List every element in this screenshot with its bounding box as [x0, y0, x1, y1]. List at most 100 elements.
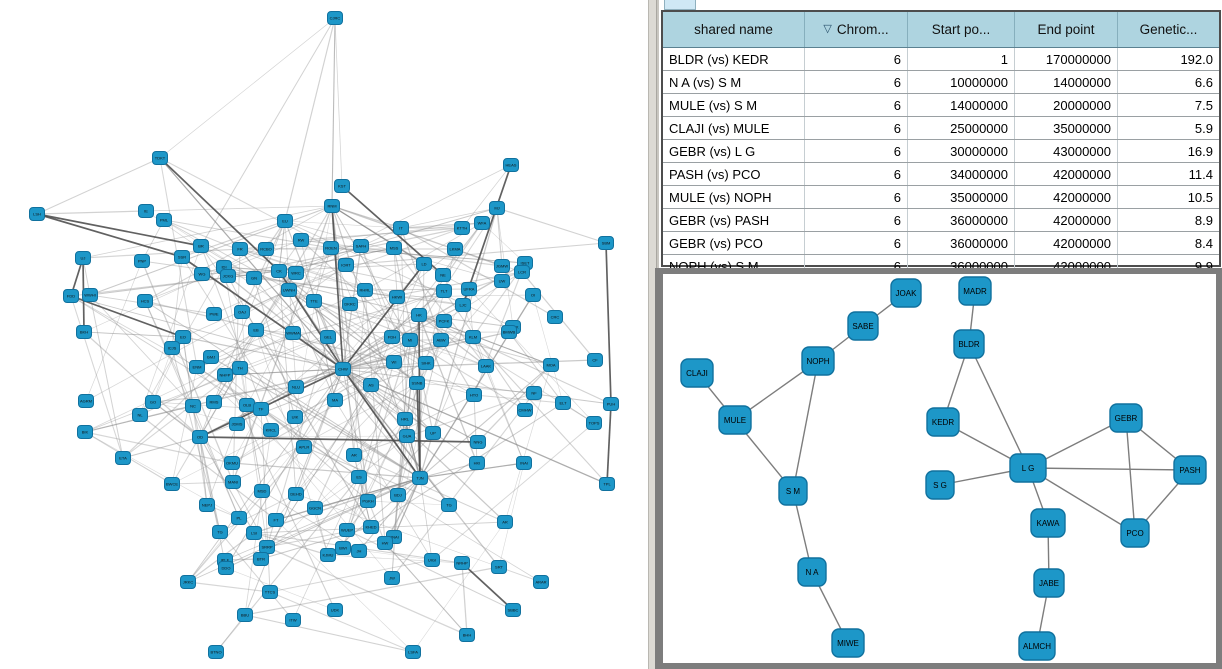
table-cell[interactable]: 36000000	[908, 232, 1015, 254]
graph-node[interactable]: MSS	[386, 241, 402, 255]
graph-node[interactable]: ABW	[433, 333, 449, 347]
table-cell[interactable]: 42000000	[1015, 232, 1118, 254]
graph-node[interactable]: GN	[246, 271, 262, 285]
graph-node[interactable]: AR	[497, 515, 513, 529]
graph-node[interactable]: WRC	[288, 266, 304, 280]
graph-node-sabe[interactable]: SABE	[847, 311, 879, 341]
table-cell[interactable]: 25000000	[908, 117, 1015, 139]
table-row[interactable]: GEBR (vs) PCO 6 36000000 42000000 8.4	[663, 231, 1219, 254]
graph-node[interactable]: JGMW	[494, 259, 510, 273]
graph-node[interactable]: BR	[193, 239, 209, 253]
graph-node[interactable]: LAAK	[478, 359, 494, 373]
graph-node[interactable]: DKRC	[342, 297, 358, 311]
table-row[interactable]: CLAJI (vs) MULE 6 25000000 35000000 5.9	[663, 116, 1219, 139]
graph-node[interactable]: JCKG	[220, 269, 236, 283]
graph-node-s-m[interactable]: S M	[778, 476, 808, 506]
table-cell[interactable]: 6	[805, 117, 908, 139]
graph-node[interactable]: BIK	[77, 425, 93, 439]
graph-node[interactable]: HKWI	[389, 290, 405, 304]
table-row[interactable]: MULE (vs) S M 6 14000000 20000000 7.5	[663, 93, 1219, 116]
graph-node[interactable]: TDKT	[152, 151, 168, 165]
graph-node[interactable]: IT	[393, 221, 409, 235]
graph-node[interactable]: KLM	[465, 330, 481, 344]
graph-node[interactable]: OLB	[239, 398, 255, 412]
graph-node-pash[interactable]: PASH	[1173, 455, 1207, 485]
table-row[interactable]: BLDR (vs) KEDR 6 1 170000000 192.0	[663, 48, 1219, 70]
table-cell[interactable]: 6	[805, 140, 908, 162]
filter-icon[interactable]: ▽	[823, 23, 832, 35]
graph-node[interactable]: NL	[132, 408, 148, 422]
graph-node[interactable]: TH	[232, 361, 248, 375]
graph-node[interactable]: MJ	[489, 201, 505, 215]
graph-node[interactable]: AGRM	[78, 394, 94, 408]
graph-node[interactable]: BWI	[335, 541, 351, 555]
graph-node[interactable]: OD	[192, 430, 208, 444]
graph-node[interactable]: HCS	[137, 294, 153, 308]
subnetwork-edge[interactable]	[792, 360, 819, 492]
table-cell[interactable]: CLAJI (vs) MULE	[663, 117, 805, 139]
graph-node[interactable]: RCBO	[258, 242, 274, 256]
subnetwork-canvas[interactable]: JOAK SABE NOPH CLAJI MULE S M N A MIWE MADR BLDR K…	[663, 274, 1216, 663]
graph-node[interactable]: CHW	[335, 362, 351, 376]
graph-node[interactable]: GMJ	[203, 350, 219, 364]
graph-node[interactable]: KRCL	[263, 423, 279, 437]
graph-node[interactable]: NE	[435, 268, 451, 282]
graph-node[interactable]: WI	[386, 355, 402, 369]
graph-node[interactable]: SBBC	[505, 603, 521, 617]
graph-node[interactable]: JRKC	[180, 575, 196, 589]
graph-node[interactable]: DDO	[218, 561, 234, 575]
graph-node[interactable]: GEL	[320, 330, 336, 344]
subnetwork-edge[interactable]	[1125, 417, 1136, 534]
table-cell[interactable]: 11.4	[1188, 166, 1213, 182]
graph-node[interactable]: FDH	[384, 330, 400, 344]
table-cell[interactable]: MULE (vs) NOPH	[663, 186, 805, 208]
graph-node[interactable]: LSH	[29, 207, 45, 221]
graph-node[interactable]: UW	[494, 274, 510, 288]
graph-node[interactable]: ETA	[115, 451, 131, 465]
graph-node[interactable]: SSR	[174, 250, 190, 264]
graph-node-kedr[interactable]: KEDR	[926, 407, 960, 437]
graph-node[interactable]: TG	[441, 498, 457, 512]
graph-node[interactable]: OI	[525, 288, 541, 302]
table-cell[interactable]: 34000000	[908, 163, 1015, 185]
graph-node[interactable]: JW	[384, 571, 400, 585]
graph-node[interactable]: PL	[231, 511, 247, 525]
graph-node[interactable]: HRL	[397, 412, 413, 426]
graph-node[interactable]: NEPJ	[199, 498, 215, 512]
table-cell[interactable]: 6	[805, 186, 908, 208]
graph-node[interactable]: UIGI	[424, 553, 440, 567]
graph-node[interactable]: SIHK	[418, 356, 434, 370]
graph-node[interactable]: RNM	[324, 199, 340, 213]
graph-node[interactable]: LD	[416, 257, 432, 271]
graph-node[interactable]: MI	[402, 333, 418, 347]
graph-node[interactable]: LJC	[455, 298, 471, 312]
table-cell[interactable]: 192.0	[1180, 51, 1213, 67]
graph-node[interactable]: OKMU	[224, 456, 240, 470]
graph-node[interactable]: TLT	[436, 284, 452, 298]
table-row[interactable]: PASH (vs) PCO 6 34000000 42000000 11.4	[663, 162, 1219, 185]
table-cell[interactable]: GEBR (vs) PASH	[663, 209, 805, 231]
graph-node[interactable]: MA	[327, 393, 343, 407]
graph-node[interactable]: SRT	[491, 560, 507, 574]
graph-node[interactable]: AR	[346, 448, 362, 462]
table-cell[interactable]: 6	[805, 209, 908, 231]
graph-node[interactable]: CJRC	[327, 11, 343, 25]
graph-node[interactable]: FR	[232, 242, 248, 256]
table-row[interactable]: N A (vs) S M 6 10000000 14000000 6.6	[663, 70, 1219, 93]
table-cell[interactable]: 42000000	[1015, 209, 1118, 231]
graph-node[interactable]: CRC	[547, 310, 563, 324]
graph-node[interactable]: WUEP	[339, 523, 355, 537]
graph-node[interactable]: GGCN	[307, 501, 323, 515]
graph-node[interactable]: BDJ	[390, 488, 406, 502]
graph-node[interactable]: OAJ	[234, 305, 250, 319]
graph-node[interactable]: KJMU	[320, 548, 336, 562]
graph-node[interactable]: ELT	[555, 396, 571, 410]
graph-node[interactable]: BTR	[253, 552, 269, 566]
graph-node-miwe[interactable]: MIWE	[831, 628, 865, 658]
graph-node[interactable]: TG	[212, 525, 228, 539]
graph-node-s-g[interactable]: S G	[925, 470, 955, 500]
table-cell[interactable]: 5.9	[1194, 120, 1213, 136]
graph-node[interactable]: LSI	[246, 526, 262, 540]
table-cell[interactable]: 14000000	[1015, 71, 1118, 93]
graph-node[interactable]: UIK	[287, 410, 303, 424]
